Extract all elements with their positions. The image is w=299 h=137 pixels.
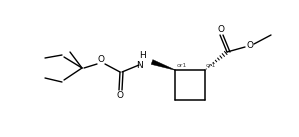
- Text: O: O: [217, 25, 225, 34]
- Text: H: H: [140, 51, 147, 60]
- Text: or1: or1: [177, 63, 187, 68]
- Text: O: O: [117, 92, 123, 101]
- Text: N: N: [136, 61, 143, 69]
- Polygon shape: [151, 60, 175, 70]
- Text: or1: or1: [206, 63, 216, 68]
- Text: O: O: [97, 55, 104, 65]
- Text: O: O: [246, 41, 254, 49]
